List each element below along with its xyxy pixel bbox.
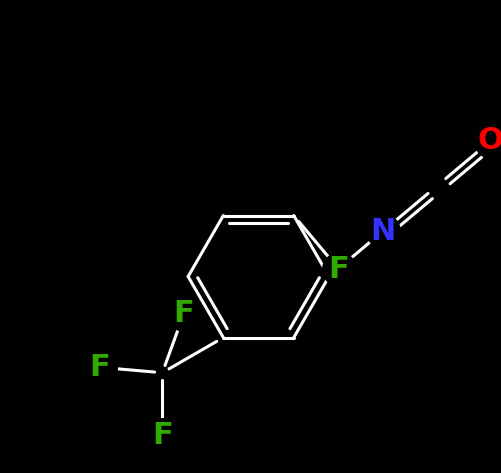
Text: F: F [90, 353, 110, 382]
Text: N: N [370, 217, 396, 246]
Text: F: F [152, 421, 173, 450]
Text: F: F [173, 299, 194, 328]
Text: F: F [329, 255, 349, 284]
Text: O: O [478, 126, 501, 155]
